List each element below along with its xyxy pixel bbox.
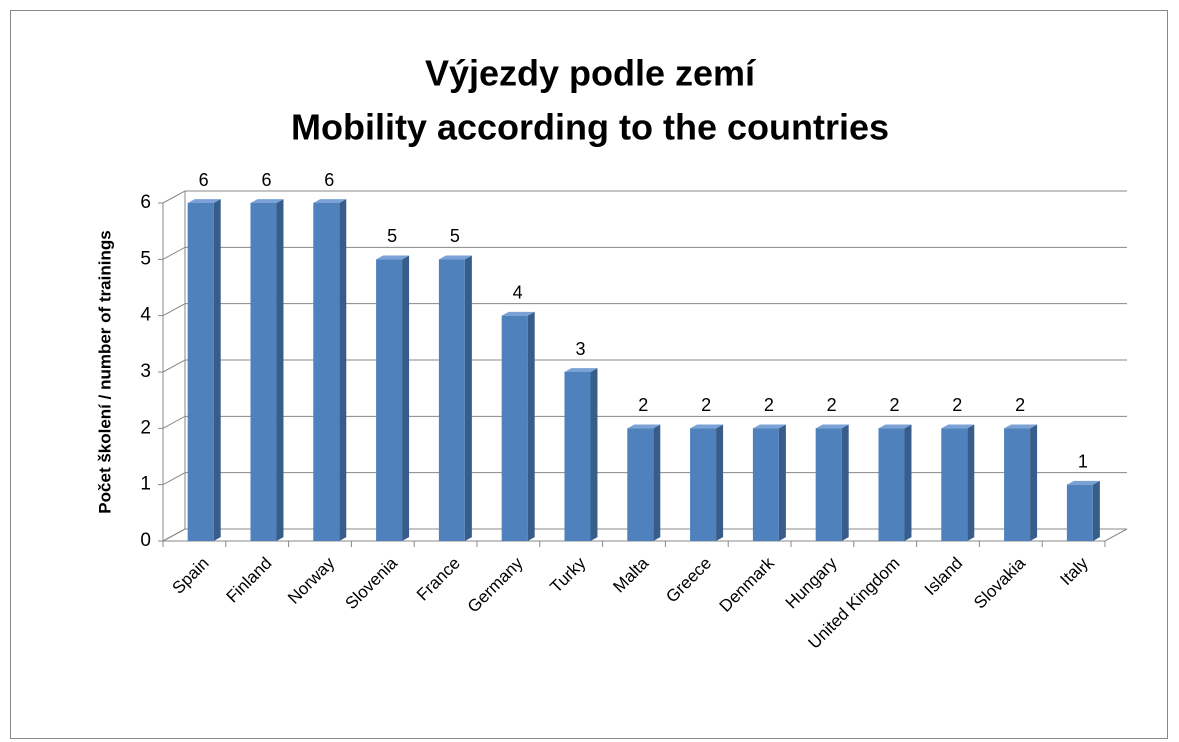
value-label: 2 [701, 395, 711, 415]
chart-subtitle: Mobility according to the countries [291, 107, 889, 148]
grid-line [162, 415, 1127, 429]
bar-side [716, 424, 724, 541]
bar-side [402, 255, 410, 541]
grid-line [162, 472, 1127, 486]
bar-front [627, 428, 654, 541]
value-label: 6 [199, 170, 209, 190]
bar-front [250, 203, 277, 541]
bar-top [690, 424, 724, 429]
bar-front [815, 428, 842, 541]
bar-side [464, 255, 472, 541]
bar-front [564, 372, 591, 541]
bar-side [904, 424, 912, 541]
bar-side [653, 424, 661, 541]
bar-top [376, 255, 410, 260]
bar-top [438, 255, 472, 260]
value-label: 5 [387, 226, 397, 246]
value-label: 5 [450, 226, 460, 246]
bar-front [438, 259, 465, 541]
bar [564, 368, 598, 541]
bar-top [752, 424, 786, 429]
bar-front [752, 428, 779, 541]
bar-front [690, 428, 717, 541]
value-label: 3 [575, 339, 585, 359]
y-tick-label: 1 [140, 474, 151, 495]
value-label: 2 [952, 395, 962, 415]
bar [1066, 480, 1100, 541]
bar [501, 311, 535, 541]
bar-front [187, 203, 214, 541]
y-tick-label: 0 [140, 530, 151, 551]
bar [752, 424, 786, 541]
grid-line [162, 528, 1127, 542]
bar-top [941, 424, 975, 429]
y-tick-label: 2 [140, 417, 151, 438]
bar-side [778, 424, 786, 541]
bar-side [1030, 424, 1038, 541]
bar-top [627, 424, 661, 429]
bar-side [276, 199, 284, 541]
y-axis-title: Počet školení / number of trainings [95, 230, 114, 513]
bar [376, 255, 410, 541]
bar [627, 424, 661, 541]
bar-top [815, 424, 849, 429]
bar-side [590, 368, 598, 541]
y-tick-label: 4 [140, 305, 151, 326]
bar-front [313, 203, 340, 541]
bar-front [376, 259, 403, 541]
grid-line [162, 190, 1127, 204]
bar-top [1066, 480, 1100, 485]
value-label: 6 [261, 170, 271, 190]
bar [438, 255, 472, 541]
bar-front [878, 428, 905, 541]
bar-side [213, 199, 221, 541]
bar-front [1066, 484, 1093, 541]
bar-side [1092, 480, 1100, 541]
value-label: 6 [324, 170, 334, 190]
bar-side [339, 199, 347, 541]
bar-top [564, 368, 598, 372]
y-tick-label: 6 [140, 192, 151, 213]
value-label: 2 [827, 395, 837, 415]
value-label: 2 [764, 395, 774, 415]
bar-side [967, 424, 975, 541]
y-tick-label: 5 [140, 248, 151, 269]
grid-line [162, 246, 1127, 260]
chart-title: Výjezdy podle zemí [425, 53, 756, 94]
bar [878, 424, 912, 541]
bar-top [1004, 424, 1038, 429]
bar [690, 424, 724, 541]
bar-side [841, 424, 849, 541]
value-label: 2 [1015, 395, 1025, 415]
bar [313, 199, 347, 541]
grid-line [162, 359, 1127, 373]
bar-top [250, 199, 284, 203]
bar-top [187, 199, 221, 203]
bar-front [941, 428, 968, 541]
value-label: 2 [889, 395, 899, 415]
value-label: 2 [638, 395, 648, 415]
value-label: 1 [1078, 451, 1088, 471]
y-tick-label: 3 [140, 361, 151, 382]
bar-top [313, 199, 347, 203]
bar [187, 199, 221, 541]
bar [250, 199, 284, 541]
bar-top [878, 424, 912, 429]
grid-line [162, 303, 1127, 317]
bar-top [501, 311, 535, 316]
bar [941, 424, 975, 541]
bar [1004, 424, 1038, 541]
value-label: 4 [513, 282, 523, 302]
bar [815, 424, 849, 541]
bar-side [527, 311, 535, 541]
bar-front [501, 315, 528, 541]
bar-front [1004, 428, 1031, 541]
